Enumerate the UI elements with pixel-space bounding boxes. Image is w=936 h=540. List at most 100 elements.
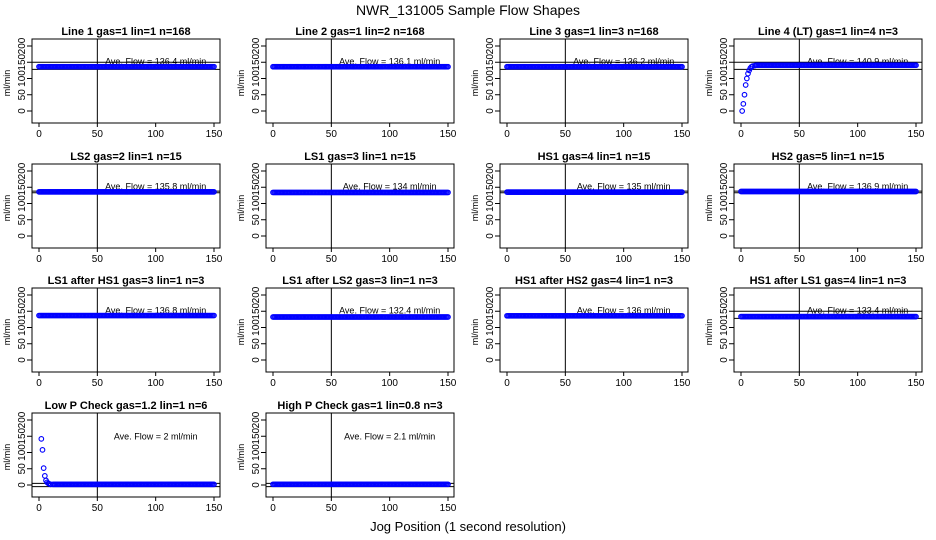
y-tick-label: 150 bbox=[485, 178, 496, 195]
data-point bbox=[445, 481, 451, 488]
y-tick-label: 150 bbox=[719, 53, 730, 70]
y-tick-label: 0 bbox=[719, 357, 730, 363]
average-flow-annotation: Ave. Flow = 2.1 ml/min bbox=[344, 432, 435, 442]
panels-group: Line 1 gas=1 lin=1 n=168050100150200ml/m… bbox=[2, 26, 925, 514]
panel-14: High P Check gas=1 lin=0.8 n=30501001502… bbox=[236, 400, 457, 514]
y-tick-label: 150 bbox=[17, 178, 28, 195]
panel-title: Low P Check gas=1.2 lin=1 n=6 bbox=[45, 400, 208, 412]
x-tick-label: 150 bbox=[440, 503, 457, 514]
data-point bbox=[445, 189, 451, 196]
y-tick-label: 200 bbox=[17, 411, 28, 428]
y-tick-label: 150 bbox=[485, 302, 496, 319]
panel-title: HS1 after LS1 gas=4 lin=1 n=3 bbox=[750, 275, 907, 287]
y-axis-label: ml/min bbox=[236, 70, 246, 97]
x-tick-label: 100 bbox=[849, 378, 866, 389]
y-tick-label: 200 bbox=[17, 162, 28, 179]
y-tick-label: 200 bbox=[17, 37, 28, 54]
y-tick-label: 100 bbox=[485, 319, 496, 336]
panel-title: Line 4 (LT) gas=1 lin=4 n=3 bbox=[758, 26, 898, 38]
panel-1: Line 1 gas=1 lin=1 n=168050100150200ml/m… bbox=[2, 26, 223, 140]
y-tick-label: 200 bbox=[485, 162, 496, 179]
y-tick-label: 100 bbox=[719, 195, 730, 212]
y-tick-label: 50 bbox=[485, 214, 496, 226]
average-flow-annotation: Ave. Flow = 2 ml/min bbox=[114, 432, 198, 442]
x-tick-label: 100 bbox=[615, 129, 632, 140]
y-axis-label: ml/min bbox=[236, 444, 246, 471]
data-point bbox=[913, 188, 919, 195]
x-tick-label: 0 bbox=[270, 378, 276, 389]
x-tick-label: 50 bbox=[326, 503, 338, 514]
average-flow-annotation: Ave. Flow = 133.4 ml/min bbox=[807, 306, 908, 316]
y-tick-label: 0 bbox=[17, 357, 28, 363]
y-tick-label: 50 bbox=[17, 338, 28, 350]
y-tick-label: 100 bbox=[17, 70, 28, 87]
y-tick-label: 100 bbox=[17, 195, 28, 212]
y-tick-label: 200 bbox=[17, 286, 28, 303]
y-tick-label: 200 bbox=[251, 162, 262, 179]
x-tick-label: 100 bbox=[147, 129, 164, 140]
y-axis-label: ml/min bbox=[2, 444, 12, 471]
x-tick-label: 50 bbox=[92, 254, 104, 265]
y-tick-label: 50 bbox=[17, 463, 28, 475]
average-flow-annotation: Ave. Flow = 136.2 ml/min bbox=[573, 57, 674, 67]
plot-frame bbox=[733, 287, 923, 373]
data-point bbox=[679, 189, 685, 195]
y-tick-label: 100 bbox=[719, 319, 730, 336]
panel-11: HS1 after HS2 gas=4 lin=1 n=305010015020… bbox=[470, 275, 691, 389]
y-tick-label: 100 bbox=[485, 195, 496, 212]
average-flow-annotation: Ave. Flow = 132.4 ml/min bbox=[339, 306, 440, 316]
y-tick-label: 150 bbox=[251, 302, 262, 319]
data-point bbox=[745, 70, 751, 77]
plot-frame bbox=[31, 163, 221, 249]
panel-title: HS2 gas=5 lin=1 n=15 bbox=[772, 151, 885, 163]
y-tick-label: 100 bbox=[17, 444, 28, 461]
y-tick-label: 0 bbox=[251, 482, 262, 488]
x-tick-label: 100 bbox=[849, 254, 866, 265]
y-tick-label: 50 bbox=[17, 214, 28, 226]
x-tick-label: 50 bbox=[560, 378, 572, 389]
panel-9: LS1 after HS1 gas=3 lin=1 n=305010015020… bbox=[2, 275, 223, 389]
data-point bbox=[445, 314, 451, 320]
y-axis-label: ml/min bbox=[470, 319, 480, 346]
y-tick-label: 150 bbox=[719, 302, 730, 319]
plot-frame bbox=[265, 163, 455, 249]
data-point bbox=[743, 75, 750, 82]
plot-frame bbox=[733, 163, 923, 249]
y-tick-label: 150 bbox=[719, 178, 730, 195]
y-axis-label: ml/min bbox=[2, 319, 12, 346]
plot-frame bbox=[265, 412, 455, 498]
y-tick-label: 150 bbox=[251, 178, 262, 195]
y-tick-label: 100 bbox=[485, 70, 496, 87]
x-tick-label: 50 bbox=[560, 129, 572, 140]
x-tick-label: 50 bbox=[92, 378, 104, 389]
x-tick-label: 0 bbox=[738, 378, 744, 389]
x-tick-label: 50 bbox=[92, 129, 104, 140]
y-axis-label: ml/min bbox=[470, 195, 480, 222]
x-tick-label: 50 bbox=[794, 254, 806, 265]
average-flow-annotation: Ave. Flow = 136.1 ml/min bbox=[339, 57, 440, 67]
y-axis-label: ml/min bbox=[236, 195, 246, 222]
y-tick-label: 150 bbox=[251, 53, 262, 70]
y-tick-label: 50 bbox=[485, 338, 496, 350]
x-tick-label: 0 bbox=[504, 378, 510, 389]
x-tick-label: 100 bbox=[381, 503, 398, 514]
plot-frame bbox=[499, 287, 689, 373]
plot-frame bbox=[31, 287, 221, 373]
data-point bbox=[739, 108, 746, 114]
average-flow-annotation: Ave. Flow = 136.9 ml/min bbox=[807, 182, 908, 192]
average-flow-annotation: Ave. Flow = 136.4 ml/min bbox=[105, 57, 206, 67]
x-tick-label: 100 bbox=[147, 378, 164, 389]
y-tick-label: 100 bbox=[251, 319, 262, 336]
panel-title: LS1 after HS1 gas=3 lin=1 n=3 bbox=[48, 275, 205, 287]
x-tick-label: 150 bbox=[674, 129, 691, 140]
y-tick-label: 200 bbox=[251, 411, 262, 428]
x-tick-label: 0 bbox=[504, 254, 510, 265]
x-tick-label: 50 bbox=[794, 129, 806, 140]
y-tick-label: 50 bbox=[485, 89, 496, 101]
y-tick-label: 50 bbox=[251, 463, 262, 475]
x-tick-label: 150 bbox=[206, 503, 223, 514]
x-tick-label: 0 bbox=[36, 254, 42, 265]
x-tick-label: 0 bbox=[270, 503, 276, 514]
x-tick-label: 50 bbox=[92, 503, 104, 514]
data-point bbox=[211, 189, 217, 195]
